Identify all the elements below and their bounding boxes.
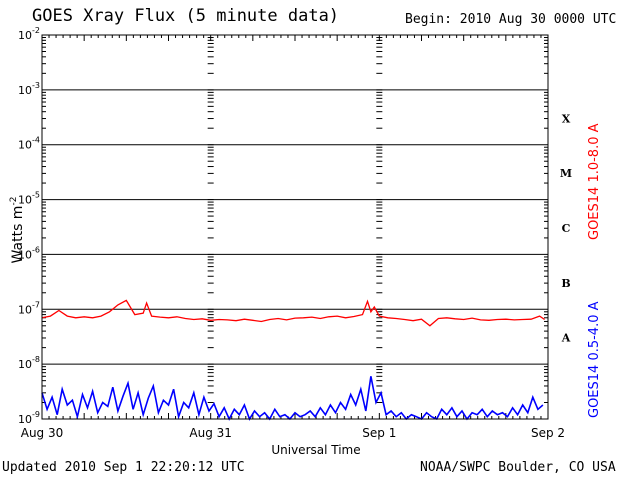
series-long-channel bbox=[41, 299, 545, 327]
y-tick-label: 10-9 bbox=[18, 410, 40, 426]
flare-class-label: A bbox=[561, 332, 571, 345]
updated-timestamp: Updated 2010 Sep 1 22:20:12 UTC bbox=[2, 460, 245, 475]
series-layer bbox=[41, 299, 545, 421]
x-tick-label: Sep 2 bbox=[531, 426, 565, 440]
y-axis-label: Watts m-2 bbox=[9, 197, 26, 264]
x-axis-label: Universal Time bbox=[271, 443, 360, 457]
x-tick-label: Aug 30 bbox=[21, 426, 64, 440]
y-tick-label: 10-2 bbox=[18, 26, 40, 42]
flare-class-label: C bbox=[562, 222, 571, 235]
y-tick-label: 10-4 bbox=[18, 136, 40, 152]
y-tick-label: 10-5 bbox=[18, 191, 40, 207]
flare-class-label: M bbox=[560, 167, 572, 180]
svg-text:Watts m-2: Watts m-2 bbox=[9, 197, 26, 264]
legend-long-label: GOES14 1.0-8.0 A bbox=[587, 123, 602, 240]
legend-long-channel: GOES14 1.0-8.0 A bbox=[587, 123, 602, 240]
flare-class-labels: A B C M X bbox=[560, 112, 572, 344]
y-tick-label: 10-3 bbox=[18, 81, 40, 97]
plot-frame bbox=[41, 34, 549, 420]
x-tick-label: Aug 31 bbox=[189, 426, 232, 440]
grid-layer bbox=[42, 35, 548, 420]
y-tick-label: 10-7 bbox=[18, 300, 40, 316]
credit-label: NOAA/SWPC Boulder, CO USA bbox=[420, 460, 616, 475]
y-axis-label-text: Watts m bbox=[10, 206, 26, 264]
chart-title: GOES Xray Flux (5 minute data) bbox=[32, 6, 340, 26]
legend-short-label: GOES14 0.5-4.0 A bbox=[587, 301, 602, 418]
begin-timestamp: Begin: 2010 Aug 30 0000 UTC bbox=[405, 12, 617, 27]
legend-short-channel: GOES14 0.5-4.0 A bbox=[587, 301, 602, 418]
x-tick-labels: Aug 30 Aug 31 Sep 1 Sep 2 bbox=[21, 426, 565, 440]
series-short-channel bbox=[41, 376, 544, 421]
y-tick-label: 10-6 bbox=[18, 245, 40, 261]
x-tick-label: Sep 1 bbox=[362, 426, 396, 440]
y-tick-label: 10-8 bbox=[18, 355, 40, 371]
y-tick-labels: 10-9 10-8 10-7 10-6 10-5 10-4 10-3 10-2 bbox=[18, 26, 40, 426]
flare-class-label: X bbox=[562, 112, 571, 125]
flare-class-label: B bbox=[561, 277, 570, 290]
y-axis-label-exp: -2 bbox=[9, 197, 19, 206]
